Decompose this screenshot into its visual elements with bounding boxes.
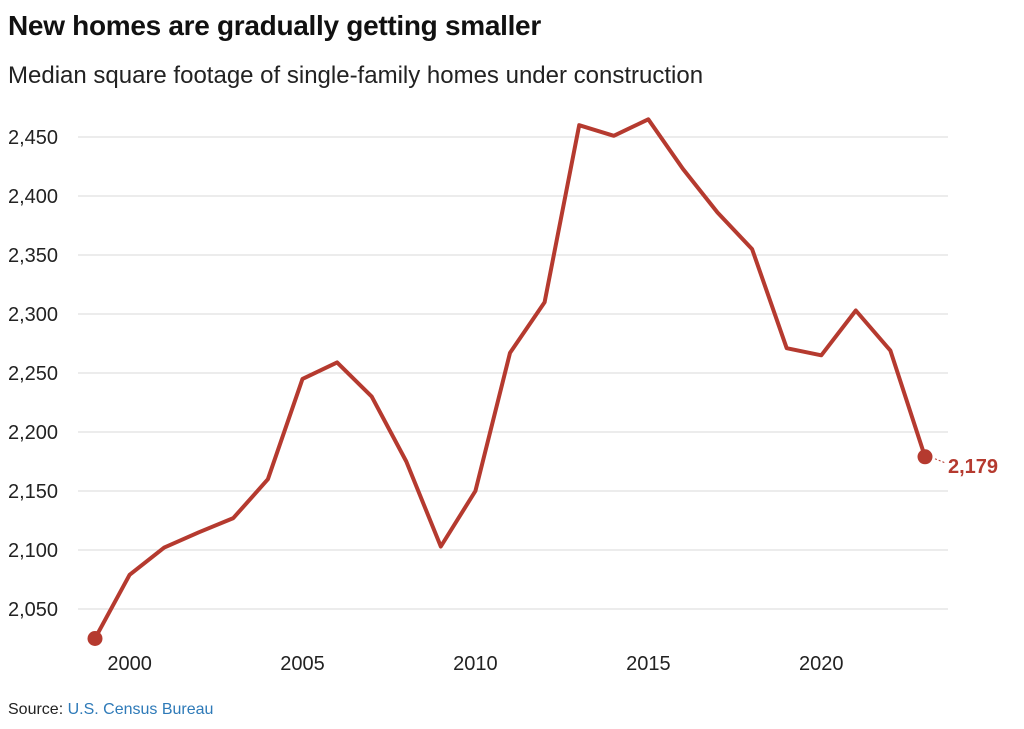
y-tick-label: 2,050: [8, 599, 58, 621]
x-tick-label: 2020: [799, 653, 844, 675]
annotations: 2,179: [934, 456, 998, 478]
chart-title: New homes are gradually getting smaller: [8, 10, 541, 41]
x-axis-ticks: 2000 2005 2010 2015 2020: [107, 653, 843, 675]
gridlines: [78, 136, 948, 610]
y-tick-label: 2,150: [8, 481, 58, 503]
y-tick-label: 2,100: [8, 540, 58, 562]
x-tick-label: 2005: [280, 653, 325, 675]
y-tick-label: 2,300: [8, 304, 58, 326]
y-axis-ticks: 2,050 2,100 2,150 2,200 2,250 2,300 2,350 2,400…: [8, 127, 58, 621]
y-tick-label: 2,400: [8, 186, 58, 208]
chart-subtitle: Median square footage of single-family h…: [8, 62, 704, 89]
source-link[interactable]: U.S. Census Bureau: [67, 701, 214, 718]
y-tick-label: 2,200: [8, 422, 58, 444]
annotation-leader: [934, 458, 946, 464]
series-line: [93, 117, 927, 641]
y-tick-label: 2,250: [8, 363, 58, 385]
series: [87, 117, 933, 646]
y-tick-label: 2,450: [8, 127, 58, 149]
end-value-label: 2,179: [948, 456, 998, 478]
x-tick-label: 2000: [107, 653, 152, 675]
source-label: Source:: [8, 701, 64, 718]
data-point-marker: [87, 631, 103, 646]
x-tick-label: 2010: [453, 653, 498, 675]
data-point-marker: [917, 449, 933, 465]
y-tick-label: 2,350: [8, 245, 58, 267]
source-note: Source: U.S. Census Bureau: [8, 701, 213, 719]
x-tick-label: 2015: [626, 653, 671, 675]
